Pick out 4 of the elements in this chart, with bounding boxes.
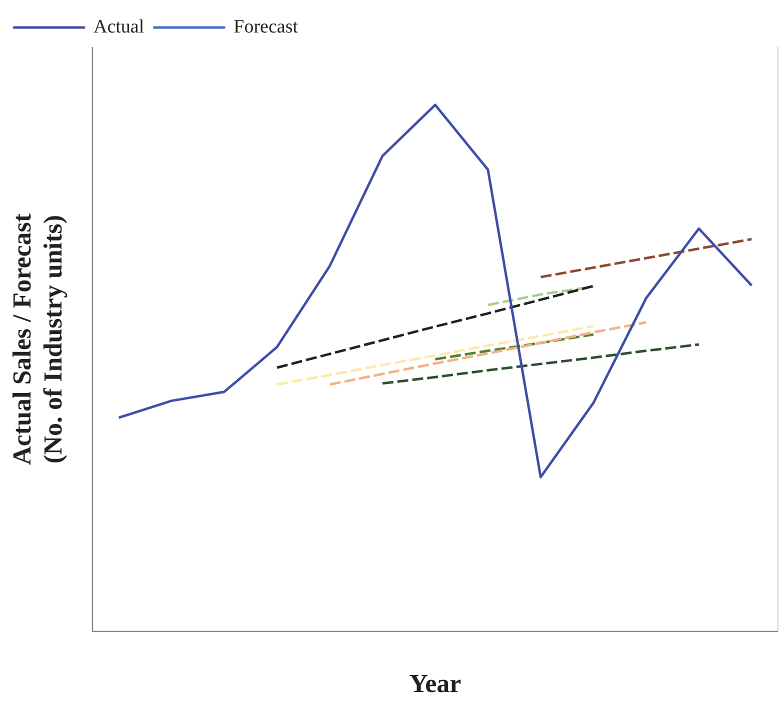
y-axis-title: Actual Sales / Forecast (No. of Industry units) [7, 213, 68, 465]
legend-label: Forecast [234, 16, 299, 38]
legend-label: Actual [94, 16, 144, 38]
x-axis-title: Year [409, 669, 462, 698]
